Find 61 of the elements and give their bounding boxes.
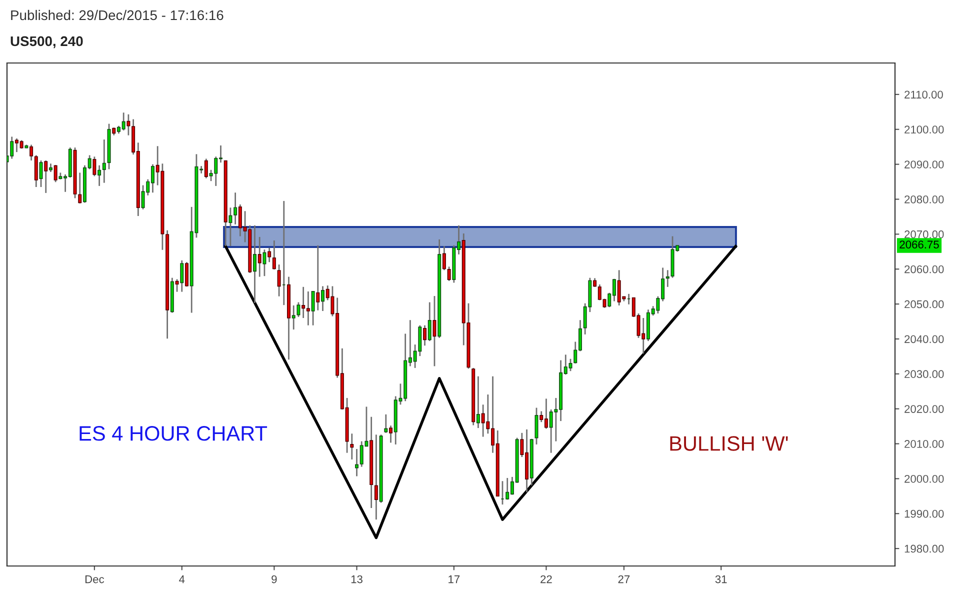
y-tick-label: 2100.00 — [904, 126, 944, 134]
candlestick — [272, 240, 276, 270]
candlestick — [277, 264, 281, 298]
x-tick-label: 22 — [540, 575, 552, 584]
candlestick — [175, 278, 179, 292]
y-tick-label: 1980.00 — [904, 544, 944, 553]
candlestick — [39, 160, 43, 188]
y-tick-label: 2090.00 — [904, 160, 944, 168]
y-tick-label: 2030.00 — [904, 370, 944, 378]
y-tick-label: 2040.00 — [904, 335, 944, 344]
candlestick — [476, 376, 480, 429]
candlestick — [98, 164, 102, 187]
candlestick — [350, 432, 354, 460]
y-tick-label: 1990.00 — [904, 510, 944, 518]
annotation: ES 4 HOUR CHART — [80, 426, 268, 441]
candlestick — [389, 424, 393, 444]
candlestick — [78, 172, 82, 204]
candlestick — [316, 244, 320, 312]
candlestick — [311, 290, 315, 326]
chart-title: Published: 29/Dec/2015 - 17:16:16 — [11, 10, 224, 20]
candlestick — [92, 156, 96, 177]
y-tick-label: 2080.00 — [904, 195, 944, 204]
candlestick — [355, 448, 359, 477]
candlestick — [268, 247, 272, 263]
candlestick — [102, 138, 106, 184]
candlestick — [10, 136, 14, 160]
y-tick-label: 2020.00 — [904, 405, 944, 413]
annotation: BULLISH 'W' — [670, 436, 788, 451]
x-tick-label: Dec — [85, 575, 104, 584]
x-tick-label: 17 — [448, 575, 460, 584]
candlestick — [321, 286, 325, 312]
x-tick-label: 13 — [351, 575, 362, 584]
candlestick — [258, 236, 262, 278]
candlestick — [184, 261, 188, 288]
candlestick — [204, 158, 208, 179]
y-tick-label: 2110.00 — [904, 90, 943, 99]
candlestick — [384, 414, 388, 434]
y-tick-label: 2000.00 — [904, 474, 944, 483]
candlestick — [428, 302, 432, 342]
candlestick — [252, 224, 256, 304]
candlestick — [262, 248, 266, 277]
candlestick — [442, 245, 446, 271]
y-tick-label: 2070.00 — [904, 230, 944, 238]
y-tick-label: 2050.00 — [904, 300, 944, 308]
candlestick — [423, 324, 427, 346]
y-tick-label: 2060.00 — [904, 265, 944, 274]
candlestick — [534, 407, 538, 446]
x-tick-label: 31 — [715, 575, 727, 584]
candlestick — [432, 295, 436, 367]
candlestick — [666, 269, 670, 288]
x-tick-label: 27 — [618, 575, 630, 584]
y-tick-label: 2010.00 — [904, 440, 944, 448]
x-tick-label: 9 — [272, 575, 277, 584]
candlestick — [180, 260, 184, 292]
x-tick-label: 4 — [179, 575, 185, 584]
candlestick — [44, 160, 48, 194]
candlestick — [374, 434, 378, 520]
candlestick — [447, 266, 451, 282]
text: 2066.75 — [900, 240, 939, 248]
chart-subtitle: US500, 240 — [10, 36, 83, 48]
candlestick — [54, 164, 58, 183]
